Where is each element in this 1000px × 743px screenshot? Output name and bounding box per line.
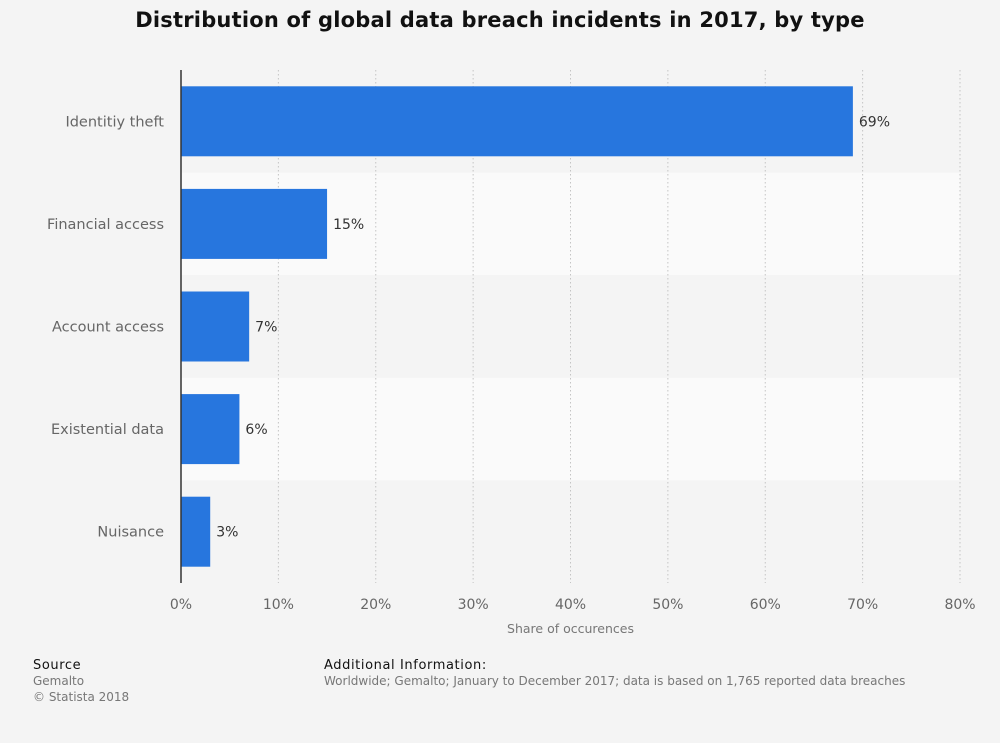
x-tick-label: 0% (170, 597, 192, 613)
x-tick-label: 50% (652, 597, 683, 613)
category-label: Nuisance (97, 525, 164, 541)
additional-info-block: Additional Information: Worldwide; Gemal… (324, 658, 905, 689)
additional-info-heading: Additional Information: (324, 658, 487, 673)
bar-value-label: 3% (216, 525, 238, 541)
source-heading: Source (33, 658, 82, 673)
category-label: Account access (52, 320, 164, 336)
bars (181, 86, 853, 567)
x-tick-label: 20% (360, 597, 391, 613)
bar (181, 188, 328, 259)
x-axis-label: Share of occurences (507, 621, 634, 636)
category-label: Financial access (47, 217, 164, 233)
bar-value-label: 6% (245, 422, 267, 438)
bar (181, 394, 240, 465)
category-label: Identitiy theft (65, 114, 164, 130)
x-tick-label: 10% (263, 597, 294, 613)
bar-value-label: 15% (333, 217, 364, 233)
x-tick-label: 30% (458, 597, 489, 613)
x-tick-label: 80% (944, 597, 975, 613)
additional-info-text: Worldwide; Gemalto; January to December … (324, 674, 906, 688)
x-tick-labels: 0% 10% 20% 30% 40% 50% 60% 70% 80% (170, 597, 976, 613)
bar (181, 86, 853, 157)
x-tick-label: 70% (847, 597, 878, 613)
source-line-2: © Statista 2018 (33, 690, 130, 704)
source-line-1: Gemalto (33, 674, 85, 688)
category-labels: Identitiy theft Financial access Account a… (47, 114, 164, 540)
category-label: Existential data (51, 422, 164, 438)
bar (181, 496, 211, 567)
bar-value-label: 69% (859, 114, 890, 130)
source-block: Source Gemalto © Statista 2018 (33, 658, 129, 705)
bar-value-labels: 69% 15% 7% 6% 3% (216, 114, 890, 540)
x-tick-label: 40% (555, 597, 586, 613)
row-band (181, 377, 960, 481)
chart-title: Distribution of global data breach incid… (135, 8, 865, 32)
x-tick-label: 60% (750, 597, 781, 613)
row-band (181, 480, 960, 583)
bar (181, 291, 250, 362)
bar-value-label: 7% (255, 320, 277, 336)
